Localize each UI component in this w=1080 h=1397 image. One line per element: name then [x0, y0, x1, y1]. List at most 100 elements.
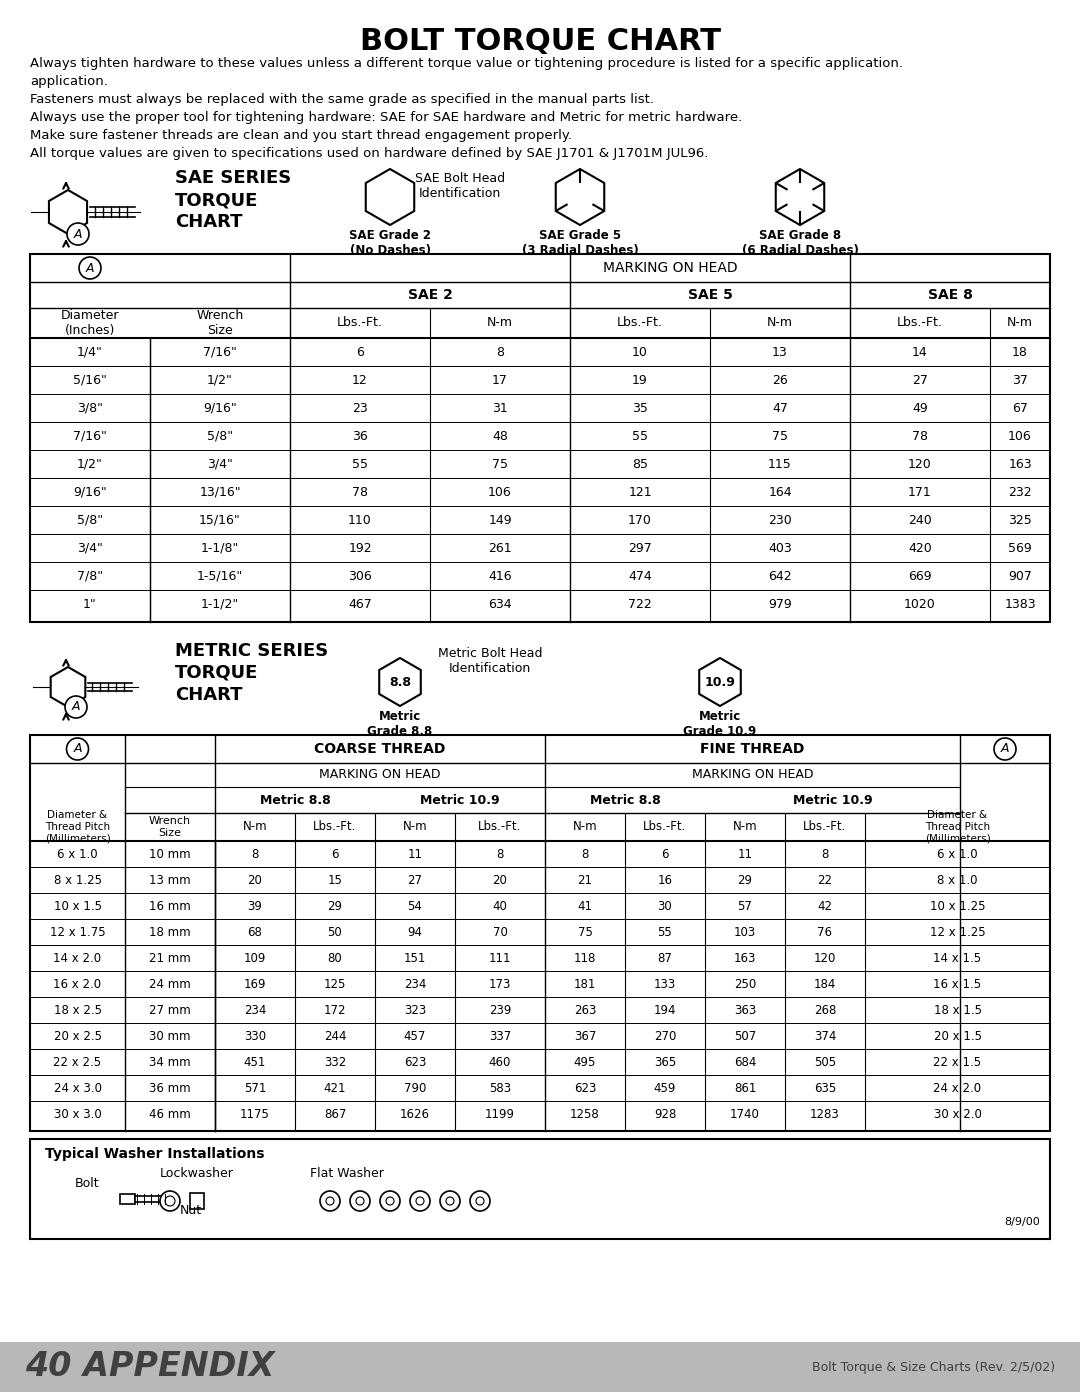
Text: Metric
Grade 10.9: Metric Grade 10.9	[684, 710, 757, 738]
Text: 1283: 1283	[810, 1108, 840, 1120]
Text: 85: 85	[632, 457, 648, 471]
Text: 111: 111	[489, 951, 511, 964]
Text: 569: 569	[1008, 542, 1031, 555]
Text: 337: 337	[489, 1030, 511, 1042]
Polygon shape	[366, 169, 415, 225]
Text: 14: 14	[913, 345, 928, 359]
Text: SAE SERIES: SAE SERIES	[175, 169, 292, 187]
Polygon shape	[699, 658, 741, 705]
Text: Metric 8.8: Metric 8.8	[259, 793, 330, 806]
Text: N-m: N-m	[1007, 317, 1032, 330]
Text: 26: 26	[772, 373, 788, 387]
Text: 8.8: 8.8	[389, 676, 411, 689]
Text: 7/16": 7/16"	[203, 345, 237, 359]
Text: 15/16": 15/16"	[199, 514, 241, 527]
Text: 268: 268	[814, 1003, 836, 1017]
Text: 6: 6	[332, 848, 339, 861]
Polygon shape	[775, 169, 824, 225]
Text: SAE 2: SAE 2	[407, 288, 453, 302]
Text: 78: 78	[912, 429, 928, 443]
Text: Lbs.-Ft.: Lbs.-Ft.	[644, 820, 687, 834]
Text: 1199: 1199	[485, 1108, 515, 1120]
Text: 55: 55	[658, 925, 673, 939]
Text: 39: 39	[247, 900, 262, 912]
Text: 27: 27	[913, 373, 928, 387]
Text: 94: 94	[407, 925, 422, 939]
Text: 1258: 1258	[570, 1108, 599, 1120]
Text: 261: 261	[488, 542, 512, 555]
Text: 8: 8	[496, 345, 504, 359]
Text: 194: 194	[653, 1003, 676, 1017]
Text: Lbs.-Ft.: Lbs.-Ft.	[313, 820, 356, 834]
Text: Lbs.-Ft.: Lbs.-Ft.	[804, 820, 847, 834]
Text: Metric 10.9: Metric 10.9	[793, 793, 873, 806]
Text: 55: 55	[352, 457, 368, 471]
Text: 495: 495	[573, 1056, 596, 1069]
Polygon shape	[379, 658, 421, 705]
Text: 13 mm: 13 mm	[149, 873, 191, 887]
Text: 270: 270	[653, 1030, 676, 1042]
Circle shape	[386, 1197, 394, 1206]
Text: 75: 75	[578, 925, 593, 939]
Text: Typical Washer Installations: Typical Washer Installations	[45, 1147, 265, 1161]
Text: 1-5/16": 1-5/16"	[197, 570, 243, 583]
Text: A: A	[85, 261, 94, 274]
Text: Fasteners must always be replaced with the same grade as specified in the manual: Fasteners must always be replaced with t…	[30, 94, 654, 106]
Text: 21: 21	[578, 873, 593, 887]
Text: 46 mm: 46 mm	[149, 1108, 191, 1120]
Text: 27 mm: 27 mm	[149, 1003, 191, 1017]
Text: 18: 18	[1012, 345, 1028, 359]
Text: 8: 8	[821, 848, 828, 861]
Text: 48: 48	[492, 429, 508, 443]
Text: TORQUE: TORQUE	[175, 191, 258, 210]
Text: 49: 49	[913, 401, 928, 415]
Text: A: A	[71, 700, 80, 714]
Polygon shape	[51, 666, 85, 707]
Text: SAE Grade 5
(3 Radial Dashes): SAE Grade 5 (3 Radial Dashes)	[522, 229, 638, 257]
Text: BOLT TORQUE CHART: BOLT TORQUE CHART	[360, 27, 720, 56]
Text: 24 x 3.0: 24 x 3.0	[54, 1081, 102, 1094]
Polygon shape	[49, 190, 87, 235]
Text: 790: 790	[404, 1081, 427, 1094]
Text: 80: 80	[327, 951, 342, 964]
Text: 10 x 1.5: 10 x 1.5	[54, 900, 102, 912]
Text: 29: 29	[327, 900, 342, 912]
Text: 10.9: 10.9	[704, 676, 735, 689]
Text: 297: 297	[629, 542, 652, 555]
Text: 403: 403	[768, 542, 792, 555]
Text: MARKING ON HEAD: MARKING ON HEAD	[692, 768, 813, 781]
Circle shape	[165, 1196, 175, 1206]
Text: 1": 1"	[83, 598, 97, 610]
Text: 10 x 1.25: 10 x 1.25	[930, 900, 985, 912]
Circle shape	[320, 1192, 340, 1211]
Text: 13/16": 13/16"	[199, 486, 241, 499]
Text: 17: 17	[492, 373, 508, 387]
Circle shape	[994, 738, 1016, 760]
Circle shape	[67, 738, 89, 760]
Text: 16 x 1.5: 16 x 1.5	[933, 978, 982, 990]
Text: 121: 121	[629, 486, 652, 499]
Text: 6: 6	[356, 345, 364, 359]
Text: 37: 37	[1012, 373, 1028, 387]
Text: Lbs.-Ft.: Lbs.-Ft.	[478, 820, 522, 834]
Text: Wrench
Size: Wrench Size	[149, 816, 191, 838]
Text: MARKING ON HEAD: MARKING ON HEAD	[603, 261, 738, 275]
Text: 20: 20	[492, 873, 508, 887]
Text: A: A	[1001, 742, 1009, 756]
Text: 460: 460	[489, 1056, 511, 1069]
Text: 18 x 1.5: 18 x 1.5	[933, 1003, 982, 1017]
Text: 306: 306	[348, 570, 372, 583]
Text: 57: 57	[738, 900, 753, 912]
Text: 16 x 2.0: 16 x 2.0	[53, 978, 102, 990]
Text: Nut: Nut	[180, 1204, 202, 1217]
Text: 623: 623	[573, 1081, 596, 1094]
Text: 635: 635	[814, 1081, 836, 1094]
Text: 642: 642	[768, 570, 792, 583]
Text: 374: 374	[814, 1030, 836, 1042]
Text: 1626: 1626	[400, 1108, 430, 1120]
Circle shape	[380, 1192, 400, 1211]
Text: 125: 125	[324, 978, 347, 990]
Text: 1383: 1383	[1004, 598, 1036, 610]
Text: 133: 133	[653, 978, 676, 990]
Text: SAE Bolt Head
Identification: SAE Bolt Head Identification	[415, 172, 505, 200]
